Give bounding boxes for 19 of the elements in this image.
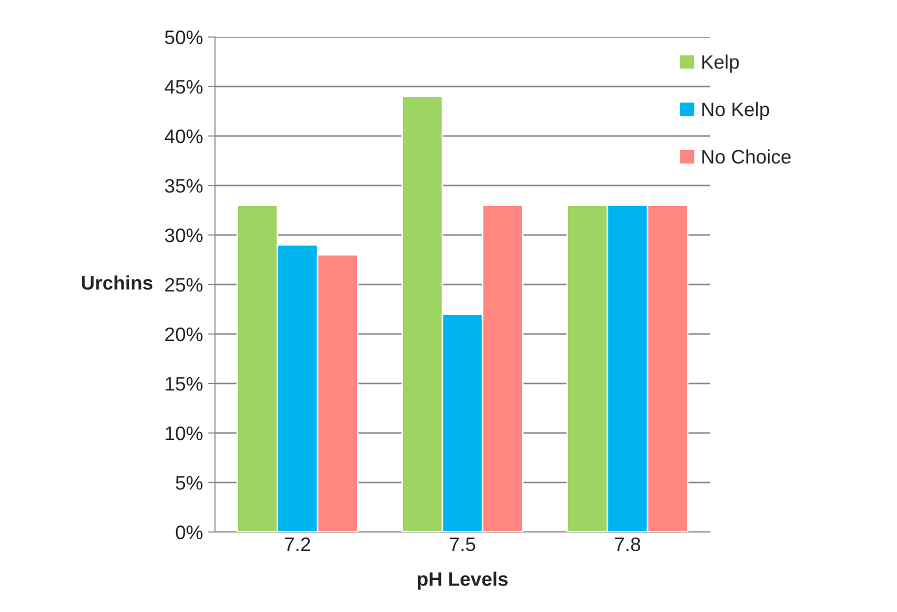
- x-axis-title: pH Levels: [418, 572, 508, 590]
- y-tick-label: 20%: [165, 327, 203, 342]
- y-tick-label: 50%: [165, 30, 203, 44]
- y-tick-label: 10%: [166, 426, 203, 440]
- y-tick-label: 35%: [165, 178, 203, 193]
- x-tick-label: 7.8: [614, 537, 640, 552]
- y-tick-label: 25%: [165, 278, 203, 292]
- y-tick-label: 0%: [176, 525, 203, 540]
- x-tick-label: 7.2: [284, 537, 310, 551]
- y-tick-label: 5%: [176, 476, 203, 490]
- y-tick-label: 45%: [164, 80, 203, 94]
- legend-label: No Choice: [702, 149, 791, 164]
- legend-label: No Kelp: [702, 102, 770, 120]
- y-axis-title: Urchins: [82, 275, 152, 290]
- y-tick-label: 30%: [165, 228, 203, 242]
- legend-label: Kelp: [702, 54, 739, 73]
- y-tick-label: 40%: [164, 129, 203, 144]
- x-tick-label: 7.5: [450, 538, 476, 552]
- y-tick-label: 15%: [166, 377, 203, 391]
